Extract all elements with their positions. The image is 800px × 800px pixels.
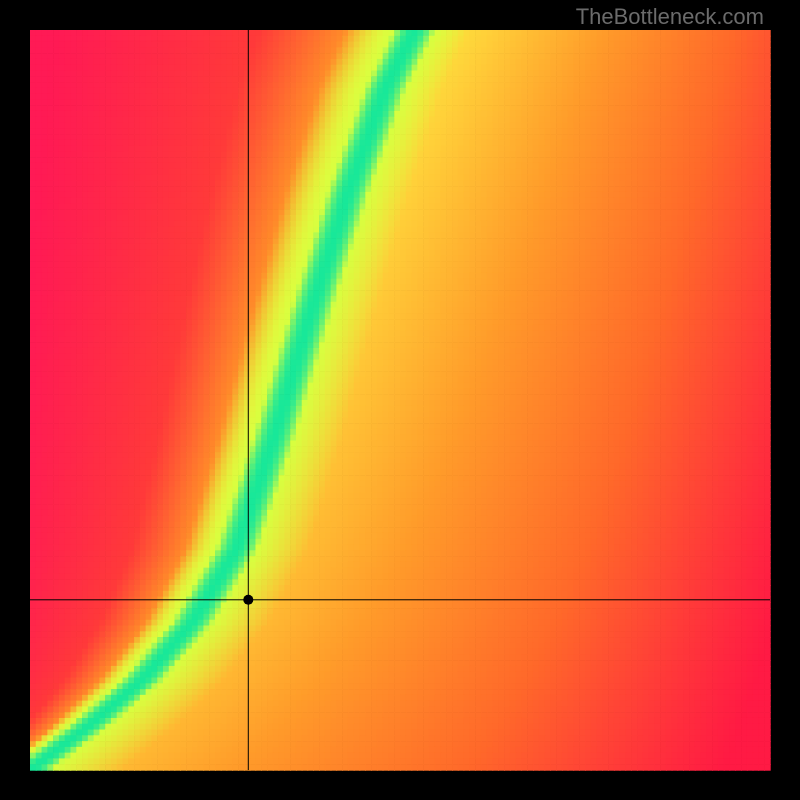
chart-frame: TheBottleneck.com — [0, 0, 800, 800]
bottleneck-heatmap — [0, 0, 800, 800]
watermark-text: TheBottleneck.com — [576, 4, 764, 30]
